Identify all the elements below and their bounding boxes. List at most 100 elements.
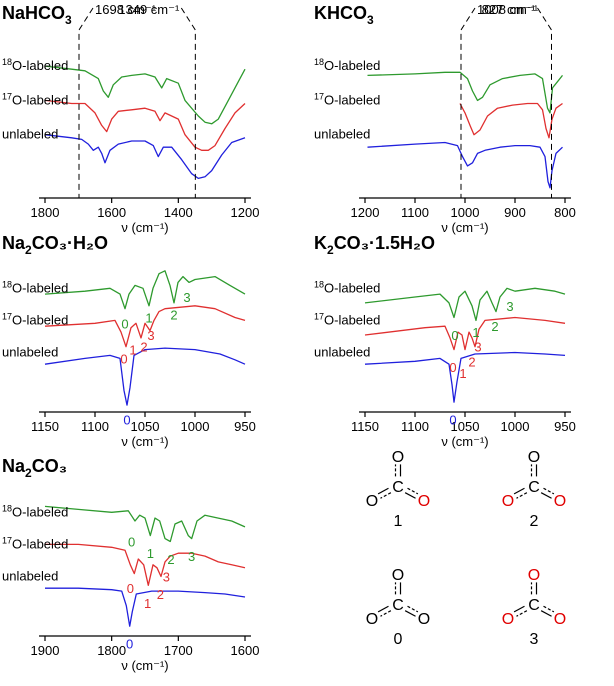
oxygen-atom-top: O <box>392 449 404 466</box>
oxygen-atom-left: O <box>366 611 378 628</box>
x-axis-label: ν (cm⁻¹) <box>441 220 488 235</box>
x-tick-label: 1000 <box>451 205 480 220</box>
marker-label: 1698 cm⁻¹ <box>95 2 157 17</box>
molecule-3: COO O3 <box>502 567 566 648</box>
molecule-label: 0 <box>394 631 403 648</box>
x-tick-label: 1100 <box>401 205 429 220</box>
series-line-blue <box>367 141 563 189</box>
x-tick-label: 800 <box>554 205 576 220</box>
molecule-label: 1 <box>394 513 403 530</box>
series-label: 18O-labeled <box>2 57 68 73</box>
panel-title: K2CO₃·1.5H₂O <box>314 233 435 257</box>
bond-dashed <box>543 487 555 495</box>
peak-label: 2 <box>468 354 475 369</box>
x-tick-label: 1600 <box>97 205 126 220</box>
peak-label: 3 <box>147 328 154 343</box>
bond-dashed <box>543 605 555 613</box>
x-tick-label: 900 <box>504 205 526 220</box>
series-line-green <box>44 65 246 125</box>
peak-label: 0 <box>127 581 134 596</box>
marker-label: 1008 cm⁻¹ <box>477 2 539 17</box>
peak-label: 3 <box>163 570 170 585</box>
oxygen-atom-top: O <box>392 567 404 584</box>
series-line-blue <box>44 134 246 180</box>
bond <box>377 487 389 495</box>
bond <box>513 487 525 495</box>
x-tick-label: 1050 <box>451 419 480 434</box>
peak-label: 3 <box>474 340 481 355</box>
peak-label: 3 <box>183 290 190 305</box>
bond <box>377 605 389 613</box>
molecule-label: 2 <box>530 513 539 530</box>
series-label: 17O-labeled <box>2 311 68 327</box>
marker-line <box>537 7 552 198</box>
carbon-atom: C <box>528 597 540 614</box>
x-tick-label: 1000 <box>181 419 210 434</box>
molecule-1: COO O1 <box>366 449 430 530</box>
panel-title: KHCO3 <box>314 3 374 27</box>
series-line-red <box>44 305 246 348</box>
series-line-green <box>367 71 564 114</box>
molecule-2: COO O2 <box>502 449 566 530</box>
peak-label: 1 <box>472 325 479 340</box>
series-label: unlabeled <box>314 127 370 142</box>
oxygen-atom-right: O <box>554 611 566 628</box>
peak-label: 3 <box>188 549 195 564</box>
series-label: 18O-labeled <box>314 57 380 73</box>
bond-dashed <box>407 605 419 613</box>
bond-dashed <box>380 610 392 617</box>
x-tick-label: 1600 <box>231 643 260 658</box>
marker-label: 827 cm⁻¹ <box>482 2 536 17</box>
peak-label: 1 <box>145 310 152 325</box>
bond-dashed <box>380 492 392 499</box>
series-line-red <box>45 543 246 586</box>
bond-dashed <box>516 610 528 617</box>
bond <box>513 605 525 613</box>
x-tick-label: 1000 <box>501 419 530 434</box>
x-tick-label: 1200 <box>351 205 380 220</box>
series-line-green <box>364 287 566 322</box>
x-tick-label: 1900 <box>31 643 60 658</box>
oxygen-atom-right: O <box>554 493 566 510</box>
x-tick-label: 950 <box>234 419 256 434</box>
bond <box>404 492 416 499</box>
peak-label: 2 <box>157 587 164 602</box>
x-tick-label: 1800 <box>97 643 126 658</box>
bond <box>404 610 416 617</box>
peak-label: 0 <box>120 351 127 366</box>
peak-label: 0 <box>121 316 128 331</box>
peak-label: 0 <box>126 637 133 652</box>
x-tick-label: 1150 <box>31 419 59 434</box>
x-tick-label: 1200 <box>231 205 260 220</box>
series-label: unlabeled <box>314 345 370 360</box>
oxygen-atom-left: O <box>502 611 514 628</box>
x-tick-label: 950 <box>554 419 576 434</box>
marker-label: 1349 cm⁻¹ <box>118 2 180 17</box>
series-label: 17O-labeled <box>314 311 380 327</box>
series-line-blue <box>45 587 246 627</box>
peak-label: 0 <box>449 413 456 428</box>
molecule-0: COO O0 <box>366 567 430 648</box>
series-label: 17O-labeled <box>314 91 380 107</box>
peak-label: 1 <box>129 343 136 358</box>
bond <box>540 610 552 617</box>
bond <box>540 492 552 499</box>
x-tick-label: 1700 <box>164 643 193 658</box>
series-line-red <box>364 316 566 351</box>
series-line-blue <box>364 351 566 403</box>
series-label: 17O-labeled <box>2 91 68 107</box>
series-label: 18O-labeled <box>314 279 380 295</box>
carbon-atom: C <box>392 479 404 496</box>
series-line-green <box>44 270 246 310</box>
panel-title: NaHCO3 <box>2 3 72 27</box>
x-axis-label: ν (cm⁻¹) <box>121 658 168 673</box>
peak-label: 0 <box>449 360 456 375</box>
marker-line <box>460 7 476 198</box>
oxygen-atom-top: O <box>528 567 540 584</box>
oxygen-atom-left: O <box>366 493 378 510</box>
x-tick-label: 1100 <box>81 419 109 434</box>
series-line-red <box>459 102 563 139</box>
carbon-atom: C <box>528 479 540 496</box>
